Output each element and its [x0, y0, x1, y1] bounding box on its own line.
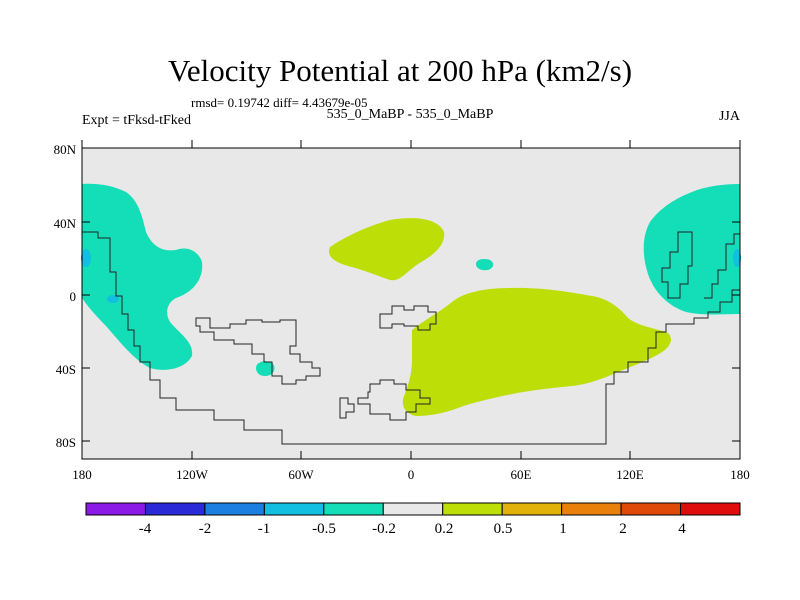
colorbar-label: 0.5 [493, 521, 513, 537]
land-outline-south-america [195, 317, 321, 385]
colorbar-label: -2 [198, 521, 212, 537]
colorbar-label: 1 [559, 521, 567, 537]
x-tick-label: 60E [510, 467, 532, 482]
land-outlines [82, 231, 740, 445]
x-tick-label: 60W [288, 467, 314, 482]
season-label: JJA [718, 109, 740, 124]
y-tick-label: 80N [53, 142, 76, 157]
colorbar-swatch [382, 502, 444, 516]
colorbar-swatch [323, 502, 384, 516]
x-tick-label: 180 [72, 467, 92, 482]
y-tick-label: 40S [55, 362, 76, 377]
colorbar [85, 502, 741, 516]
x-tick-label: 120E [616, 467, 644, 482]
y-tick-label: 80S [55, 435, 76, 450]
land-outline-africa-south [357, 379, 431, 421]
tick-marks [81, 140, 741, 459]
negative-core-east [733, 249, 741, 267]
negative-region-southpacific [256, 361, 275, 377]
colorbar-swatch [501, 502, 563, 516]
colorbar-label: 4 [678, 521, 686, 537]
colorbar-swatch [680, 502, 741, 516]
y-tick-label: 40N [53, 216, 76, 231]
negative-region-west [82, 183, 203, 370]
colorbar-label: -0.2 [372, 521, 396, 537]
colorbar-label: -0.5 [312, 521, 336, 537]
x-tick-label: 0 [407, 467, 415, 482]
negative-region-atlantic [476, 259, 494, 271]
colorbar-label: 2 [619, 521, 627, 537]
positive-region-north [328, 218, 445, 281]
colorbar-swatch [144, 502, 206, 516]
colorbar-swatch [263, 502, 325, 516]
y-tick-label: 0 [69, 289, 77, 304]
land-outline-west [82, 231, 740, 445]
colorbar-label: 0.2 [434, 521, 454, 537]
land-outline-africa-north [379, 305, 437, 331]
subtitle-label: 535_0_MaBP - 535_0_MaBP [326, 107, 494, 122]
colorbar-swatch [204, 502, 265, 516]
land-outline-island [339, 397, 355, 419]
stats-label: rmsd= 0.19742 diff= 4.43679e-05 [191, 95, 368, 110]
x-tick-label: 180 [730, 467, 750, 482]
positive-region-main [402, 287, 671, 416]
colorbar-swatch [561, 502, 622, 516]
negative-core-small [107, 295, 119, 303]
colorbar-swatch [85, 502, 146, 516]
colorbar-swatch [620, 502, 682, 516]
experiment-label: Expt = tFksd-tFked [82, 113, 192, 128]
colorbar-swatch [442, 502, 503, 516]
land-outline-east-block [704, 233, 740, 299]
negative-core-west [81, 249, 91, 267]
map-title: Velocity Potential at 200 hPa (km2/s) [167, 53, 633, 88]
colorbar-label: -4 [138, 521, 152, 537]
land-outline-east-inner [661, 231, 693, 299]
x-tick-label: 120W [176, 467, 208, 482]
colorbar-label: -1 [257, 521, 271, 537]
